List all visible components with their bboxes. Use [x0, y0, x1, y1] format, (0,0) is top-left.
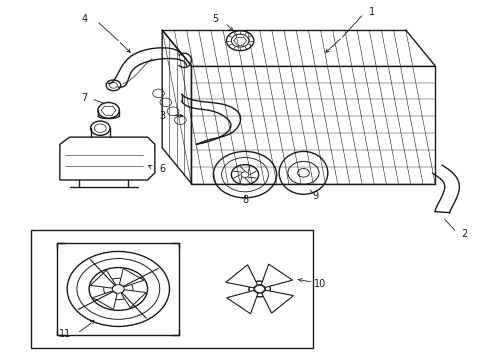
Ellipse shape: [279, 152, 328, 194]
Text: 5: 5: [213, 14, 219, 24]
Polygon shape: [120, 269, 144, 287]
Circle shape: [113, 285, 124, 293]
Circle shape: [91, 121, 110, 135]
Polygon shape: [226, 265, 257, 288]
Polygon shape: [93, 291, 117, 309]
Bar: [57, 243, 179, 336]
Polygon shape: [262, 290, 294, 313]
Circle shape: [255, 285, 265, 293]
Text: 9: 9: [313, 191, 318, 201]
Polygon shape: [91, 270, 116, 288]
Circle shape: [249, 281, 270, 297]
Text: 11: 11: [59, 329, 71, 339]
Text: 3: 3: [159, 111, 165, 121]
Polygon shape: [121, 290, 146, 308]
Polygon shape: [227, 291, 258, 314]
Text: 1: 1: [368, 7, 375, 17]
Polygon shape: [261, 264, 293, 287]
Polygon shape: [162, 30, 192, 184]
Text: 10: 10: [315, 279, 327, 289]
Circle shape: [213, 152, 277, 198]
Text: 6: 6: [159, 164, 165, 174]
Text: 4: 4: [81, 14, 87, 24]
Circle shape: [98, 103, 119, 118]
Bar: [30, 230, 313, 348]
Polygon shape: [60, 137, 155, 180]
Text: 2: 2: [461, 229, 467, 239]
Circle shape: [241, 172, 249, 177]
Circle shape: [67, 251, 170, 327]
Text: 8: 8: [242, 195, 248, 204]
Text: 7: 7: [81, 93, 87, 103]
Circle shape: [297, 168, 309, 177]
Circle shape: [226, 31, 254, 51]
